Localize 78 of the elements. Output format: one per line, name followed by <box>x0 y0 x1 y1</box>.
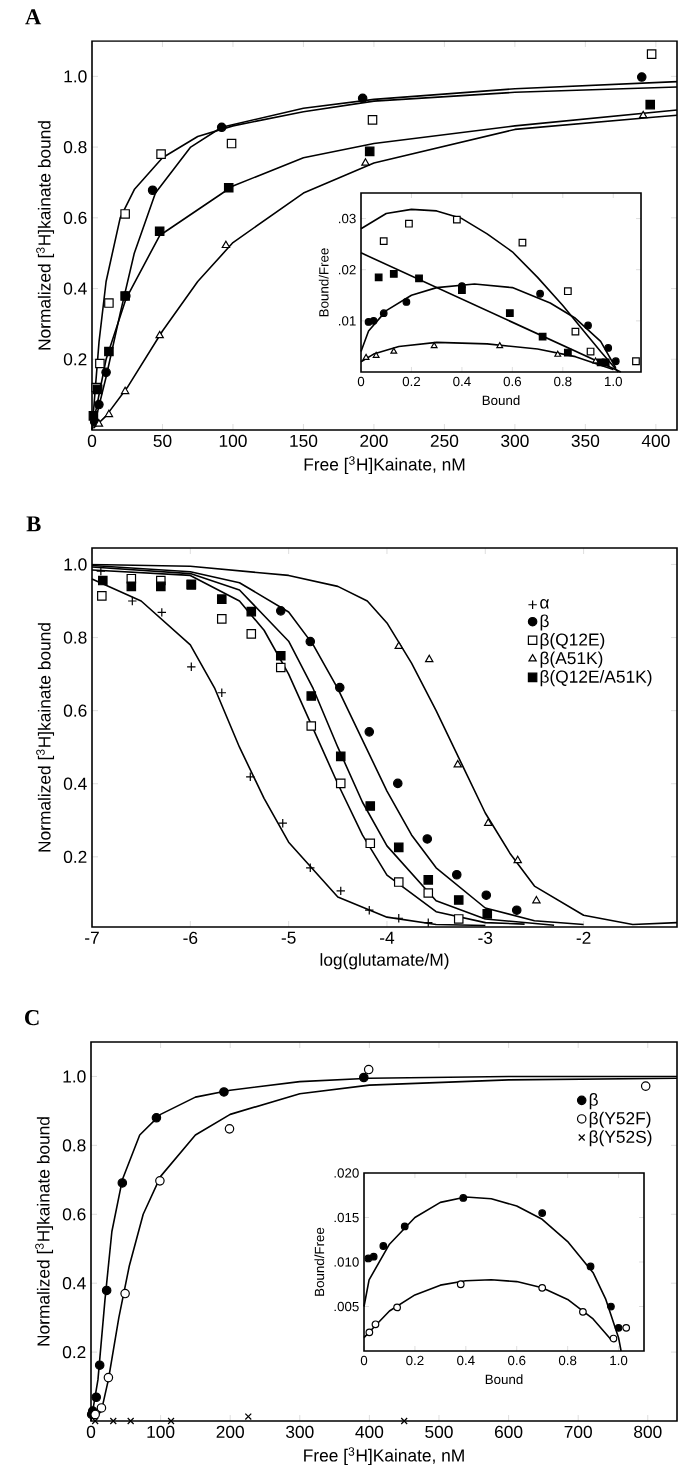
y-axis-title: Bound/Free <box>318 248 329 317</box>
legend-label: α <box>540 599 549 609</box>
x-axis-title: Free [$^{3}$H]Kainate, nM <box>304 1447 464 1466</box>
y-tick-label: 0.8 <box>62 1139 86 1152</box>
x-tick-label: 100 <box>147 1425 175 1438</box>
x-tick-label: 1.0 <box>610 1355 628 1366</box>
x-axis-title: Bound <box>485 1374 523 1385</box>
x-tick-label: 0 <box>360 1355 368 1366</box>
y-tick-label: .010 <box>334 1257 359 1267</box>
x-tick-label: -4 <box>380 931 395 944</box>
x-tick-label: -7 <box>85 931 99 944</box>
legend-label: β <box>540 614 549 631</box>
x-tick-label: 500 <box>425 1425 453 1438</box>
y-tick-label: .020 <box>334 1168 359 1178</box>
y-tick-label: 0.6 <box>63 211 87 224</box>
x-tick-label: 300 <box>501 434 529 447</box>
y-tick-label: 0.2 <box>63 850 87 863</box>
x-tick-label: -2 <box>576 931 591 944</box>
x-axis-title: log(glutamate/M) <box>320 953 449 970</box>
x-tick-label: 0.4 <box>457 1355 475 1366</box>
x-tick-label: -3 <box>478 931 493 944</box>
x-tick-label: 50 <box>153 434 172 447</box>
y-tick-label: .01 <box>338 316 356 326</box>
x-tick-label: -6 <box>183 931 198 944</box>
x-tick-label: 250 <box>430 434 459 447</box>
legend-label: β(Q12E) <box>540 632 605 650</box>
y-tick-label: 0.4 <box>62 1277 86 1290</box>
x-tick-label: 1.0 <box>605 376 623 387</box>
x-tick-label: 0 <box>87 434 97 447</box>
x-tick-label: 150 <box>290 434 318 447</box>
x-tick-label: 300 <box>286 1425 314 1438</box>
x-axis-title: Bound <box>482 395 520 406</box>
y-tick-label: 1.0 <box>64 70 87 83</box>
legend-label: β <box>589 1093 598 1110</box>
x-tick-label: 200 <box>216 1425 244 1438</box>
legend-label: β(Y52F) <box>589 1111 651 1128</box>
x-tick-label: 0.2 <box>406 1355 424 1366</box>
chart-title: A <box>25 9 42 25</box>
y-tick-label: 0.4 <box>63 282 87 295</box>
x-tick-label: 0.6 <box>503 376 522 387</box>
y-tick-label: 0.8 <box>63 140 87 154</box>
y-tick-label: 0.6 <box>63 704 87 717</box>
chart-title: B <box>26 516 41 532</box>
x-tick-label: 600 <box>495 1425 523 1438</box>
y-tick-label: 0.6 <box>62 1208 86 1221</box>
x-tick-label: 0.4 <box>453 376 471 387</box>
x-axis-title: Free [$^{3}$H]Kainate, nM <box>304 456 465 475</box>
x-tick-label: 100 <box>219 434 247 447</box>
y-tick-label: 0.8 <box>63 631 87 644</box>
legend-label: β(Y52S) <box>589 1130 652 1147</box>
legend-label: β(A51K) <box>540 651 603 668</box>
y-axis-title: Normalized [$^{3}$H]kainate bound <box>35 1117 54 1346</box>
x-tick-label: -5 <box>281 931 296 944</box>
y-tick-label: 1.0 <box>63 1070 86 1083</box>
x-tick-label: 0.2 <box>402 376 421 387</box>
y-axis-title: Bound/Free <box>314 1227 325 1296</box>
x-tick-label: 0.8 <box>554 376 572 387</box>
x-tick-label: 700 <box>564 1425 592 1438</box>
y-tick-label: 0.4 <box>63 777 87 790</box>
y-axis-title: Normalized [$^{3}$H]kainate bound <box>36 623 55 852</box>
y-tick-label: .015 <box>334 1212 359 1223</box>
x-tick-label: 800 <box>634 1425 662 1438</box>
x-tick-label: 350 <box>571 434 600 447</box>
x-tick-label: 0 <box>357 376 365 387</box>
y-axis-title: Normalized [$^{3}$H]kainate bound <box>36 121 55 350</box>
chart-title: C <box>25 1010 39 1026</box>
x-tick-label: 0 <box>86 1425 96 1438</box>
y-tick-label: .02 <box>338 265 356 275</box>
y-tick-label: 1.0 <box>64 558 87 571</box>
legend-label: β(Q12E/A51K) <box>540 670 652 687</box>
y-tick-label: .03 <box>338 213 356 224</box>
x-tick-label: 400 <box>355 1425 384 1438</box>
x-tick-label: 0.8 <box>558 1355 577 1366</box>
x-tick-label: 0.6 <box>507 1355 526 1366</box>
y-tick-label: .005 <box>334 1301 359 1312</box>
y-tick-label: 0.2 <box>63 353 87 366</box>
x-tick-label: 200 <box>360 434 388 447</box>
x-tick-label: 400 <box>641 434 670 447</box>
